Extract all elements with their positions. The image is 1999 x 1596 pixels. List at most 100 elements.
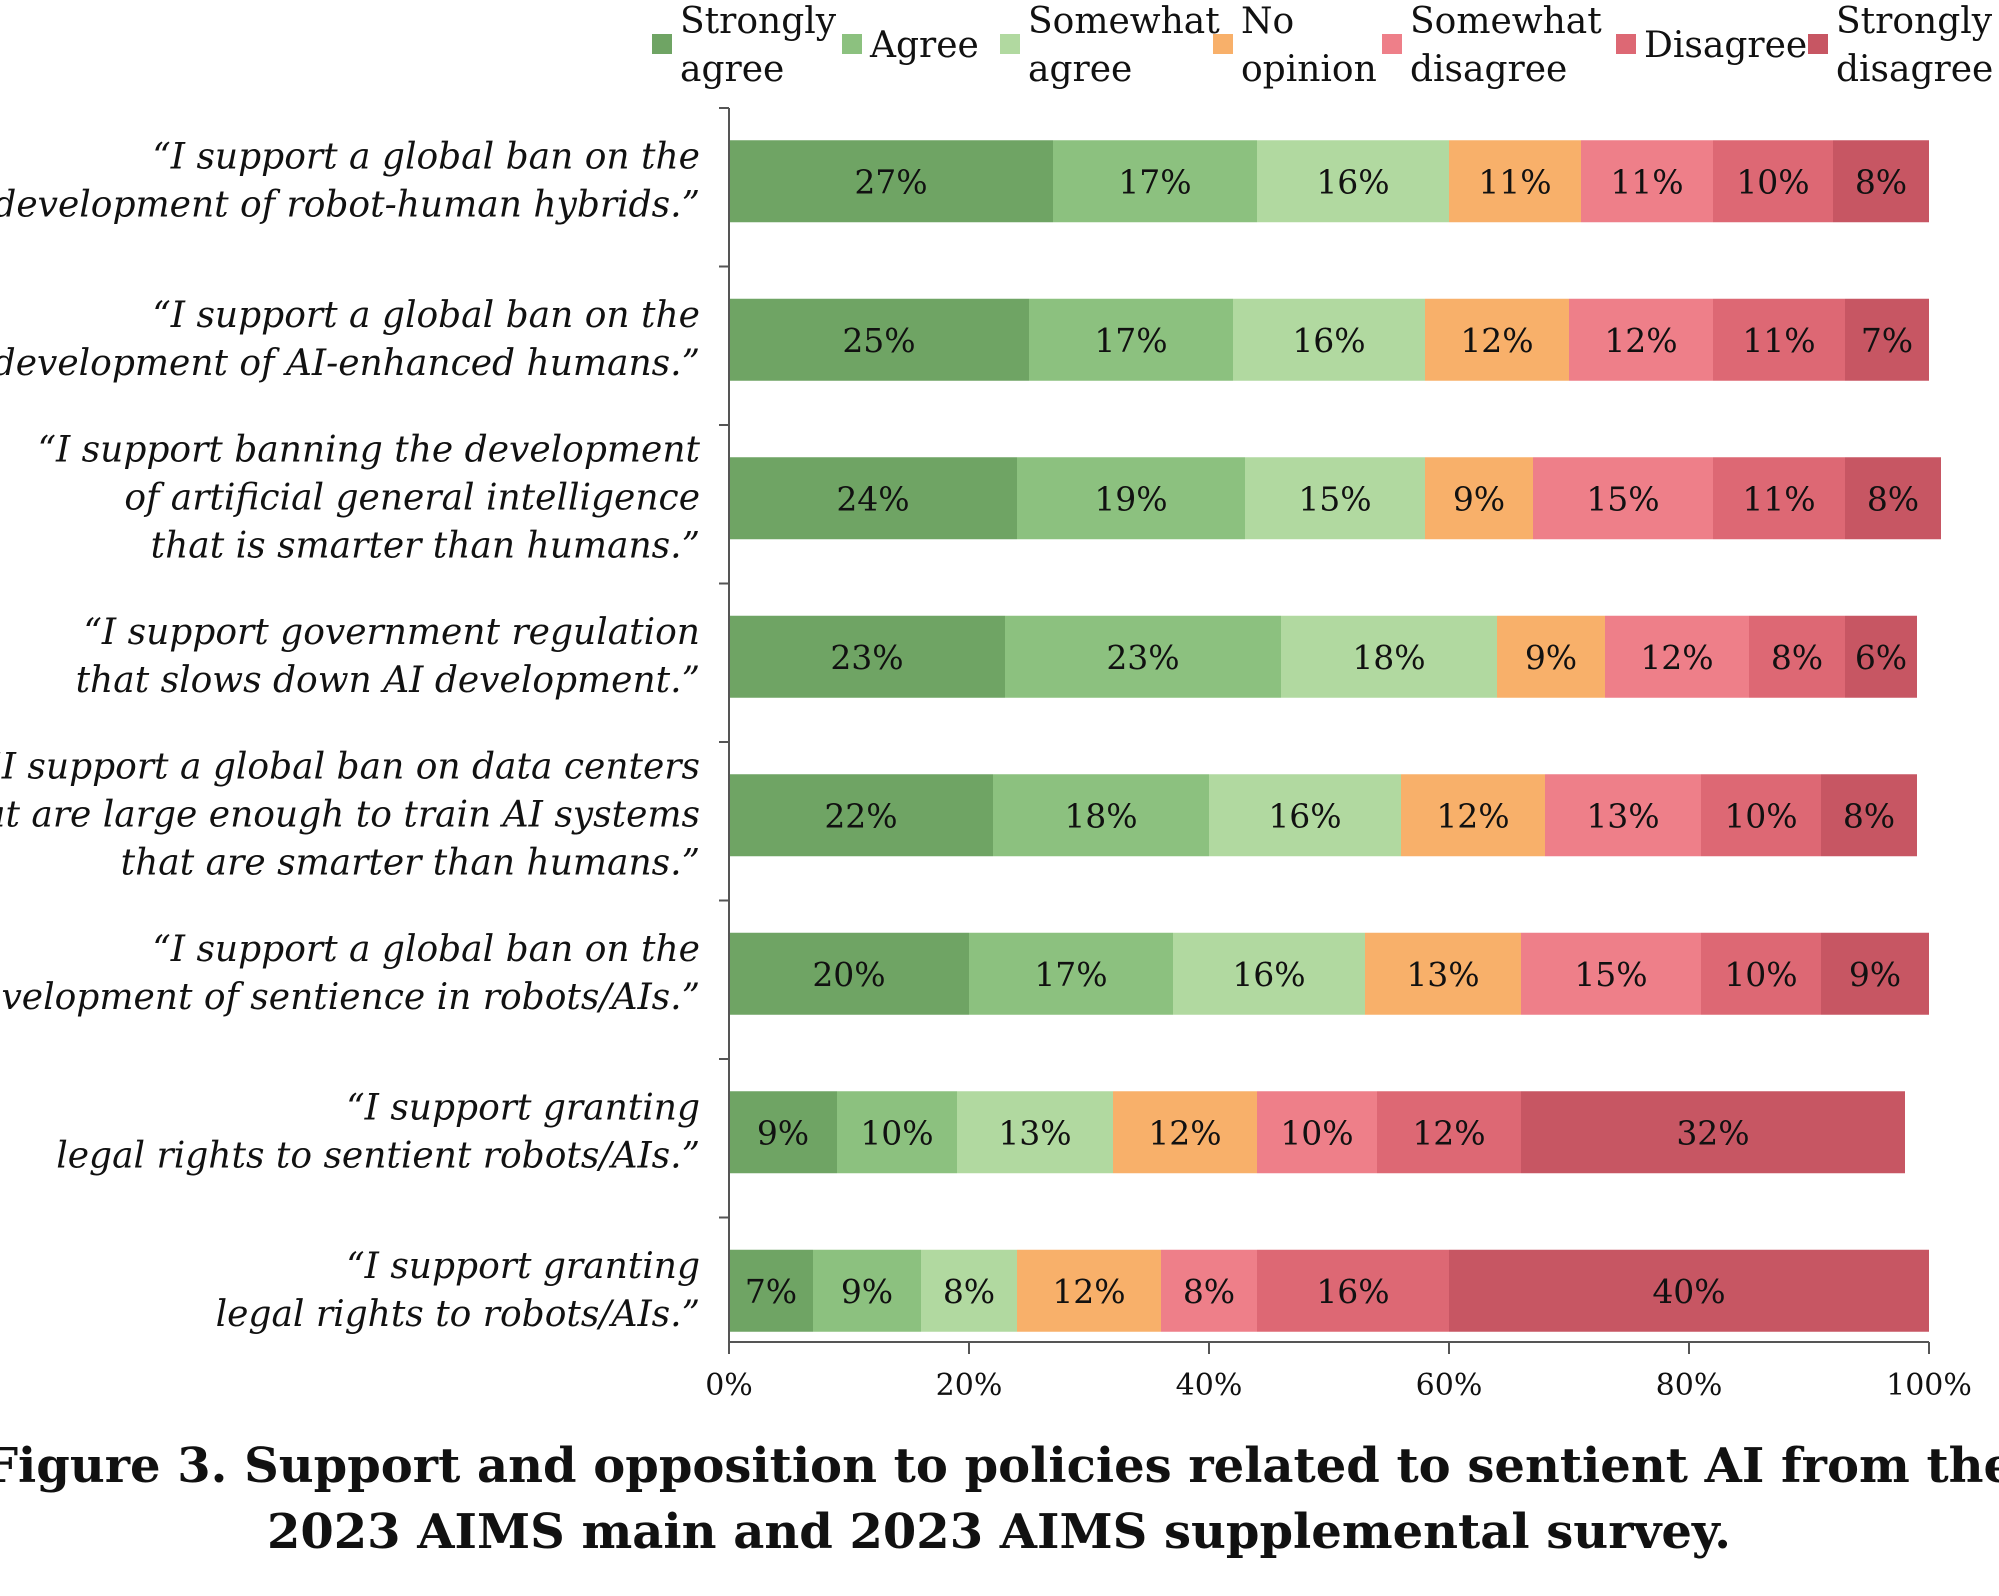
data-label-no-opinion-row-4: 9% [1525,638,1577,677]
category-labels: “I support a global ban on the developmen… [0,136,701,1335]
bar-segment-somewhat-disagree-row-1 [1581,140,1713,223]
data-label-strongly-agree-row-6: 20% [812,955,885,994]
legend-swatch-agree [842,34,862,54]
bar-segment-somewhat-agree-row-2 [1233,298,1425,381]
data-label-somewhat-disagree-row-6: 15% [1574,955,1647,994]
bar-segment-disagree-row-1 [1713,140,1833,223]
legend-label-no-opinion: No opinion [1241,1,1377,90]
data-label-strongly-agree-row-7: 9% [757,1113,809,1152]
bar-segment-agree-row-6 [969,932,1173,1015]
data-label-strongly-agree-row-4: 23% [830,638,903,677]
category-label-row-5: “I support a global ban on data centers t… [0,746,700,883]
bars-area: 27% 17% 16% 11% 11% 10% 8% 25% 17% 16% 12% 12% 11% 7%… [729,140,1941,1332]
x-tick-label-0: 0% [705,1368,753,1403]
x-tick-label-100: 100% [1886,1368,1972,1403]
legend-swatch-somewhat-disagree [1382,34,1402,54]
bar-segment-somewhat-disagree-row-5 [1545,774,1701,857]
bar-segment-no-opinion-row-4 [1497,615,1605,698]
bar-segment-agree-row-8 [813,1249,921,1332]
bar-segment-no-opinion-row-2 [1425,298,1569,381]
bar-segment-agree-row-4 [1005,615,1281,698]
bar-segment-disagree-row-3 [1713,457,1845,540]
bar-segment-no-opinion-row-3 [1425,457,1533,540]
legend-swatch-no-opinion [1213,34,1233,54]
data-label-no-opinion-row-2: 12% [1460,321,1533,360]
bar-segment-somewhat-agree-row-5 [1209,774,1401,857]
data-label-somewhat-agree-row-3: 15% [1298,479,1371,518]
data-label-agree-row-4: 23% [1106,638,1179,677]
category-label-row-6: “I support a global ban on the developmen… [0,929,700,1018]
bar-segment-somewhat-agree-row-8 [921,1249,1017,1332]
bar-segment-no-opinion-row-7 [1113,1091,1257,1174]
figure-caption: Figure 3. Support and opposition to poli… [0,1438,1999,1560]
bar-segment-strongly-agree-row-4 [729,615,1005,698]
data-label-strongly-agree-row-1: 27% [854,162,927,201]
x-tick-label-60: 60% [1416,1368,1483,1403]
legend-label-somewhat-agree: Somewhat agree [1028,1,1220,90]
legend-swatch-strongly-agree [652,34,672,54]
category-label-row-2: “I support a global ban on the developmen… [0,295,700,384]
x-tick-label-20: 20% [936,1368,1003,1403]
data-label-somewhat-disagree-row-5: 13% [1586,796,1659,835]
data-label-strongly-disagree-row-7: 32% [1676,1113,1749,1152]
bar-segment-agree-row-2 [1029,298,1233,381]
legend-swatch-somewhat-agree [1000,34,1020,54]
bar-segment-disagree-row-2 [1713,298,1845,381]
bar-segment-strongly-disagree-row-4 [1845,615,1917,698]
bar-segment-strongly-agree-row-5 [729,774,993,857]
legend-label-disagree: Disagree [1644,25,1807,66]
bar-segment-strongly-disagree-row-2 [1845,298,1929,381]
data-label-agree-row-1: 17% [1118,162,1191,201]
bar-segment-disagree-row-6 [1701,932,1821,1015]
bar-segment-no-opinion-row-1 [1449,140,1581,223]
data-label-somewhat-disagree-row-1: 11% [1610,162,1683,201]
legend-label-somewhat-disagree: Somewhat disagree [1410,1,1602,90]
bar-segment-strongly-disagree-row-5 [1821,774,1917,857]
category-label-row-1: “I support a global ban on the developmen… [0,136,700,225]
bar-segment-somewhat-agree-row-4 [1281,615,1497,698]
bar-segment-somewhat-disagree-row-4 [1605,615,1749,698]
bar-segment-no-opinion-row-6 [1365,932,1521,1015]
bar-segment-agree-row-5 [993,774,1209,857]
bar-segment-strongly-disagree-row-8 [1449,1249,1929,1332]
data-label-no-opinion-row-5: 12% [1436,796,1509,835]
bar-segment-somewhat-agree-row-1 [1257,140,1449,223]
bar-segment-strongly-agree-row-2 [729,298,1029,381]
data-label-somewhat-agree-row-7: 13% [998,1113,1071,1152]
bar-segment-disagree-row-8 [1257,1249,1449,1332]
data-label-no-opinion-row-8: 12% [1052,1272,1125,1311]
data-label-somewhat-agree-row-4: 18% [1352,638,1425,677]
data-label-strongly-disagree-row-5: 8% [1843,796,1895,835]
data-label-somewhat-disagree-row-2: 12% [1604,321,1677,360]
bar-segment-somewhat-disagree-row-3 [1533,457,1713,540]
bar-segment-disagree-row-7 [1377,1091,1521,1174]
bar-segment-no-opinion-row-8 [1017,1249,1161,1332]
bar-segment-somewhat-disagree-row-6 [1521,932,1701,1015]
data-label-agree-row-3: 19% [1094,479,1167,518]
data-label-agree-row-7: 10% [860,1113,933,1152]
data-label-strongly-agree-row-3: 24% [836,479,909,518]
bar-segment-agree-row-3 [1017,457,1245,540]
data-label-strongly-disagree-row-1: 8% [1855,162,1907,201]
bar-segment-strongly-agree-row-3 [729,457,1017,540]
bar-segment-agree-row-1 [1053,140,1257,223]
data-label-strongly-disagree-row-2: 7% [1861,321,1913,360]
caption-line-1: Figure 3. Support and opposition to poli… [0,1438,1999,1494]
data-label-disagree-row-8: 16% [1316,1272,1389,1311]
bar-segment-strongly-agree-row-1 [729,140,1053,223]
bar-segment-disagree-row-4 [1749,615,1845,698]
caption-line-2: 2023 AIMS main and 2023 AIMS supplementa… [267,1504,1731,1560]
data-label-no-opinion-row-6: 13% [1406,955,1479,994]
data-label-disagree-row-1: 10% [1736,162,1809,201]
category-label-row-4: “I support government regulation that slo… [76,612,700,701]
data-label-disagree-row-3: 11% [1742,479,1815,518]
data-label-disagree-row-6: 10% [1724,955,1797,994]
axes: 0% 20% 40% 60% 80% 100% [705,107,1972,1403]
bar-segment-somewhat-agree-row-3 [1245,457,1425,540]
data-label-somewhat-agree-row-6: 16% [1232,955,1305,994]
data-label-somewhat-disagree-row-3: 15% [1586,479,1659,518]
x-tick-label-80: 80% [1656,1368,1723,1403]
legend-label-agree: Agree [869,25,979,66]
